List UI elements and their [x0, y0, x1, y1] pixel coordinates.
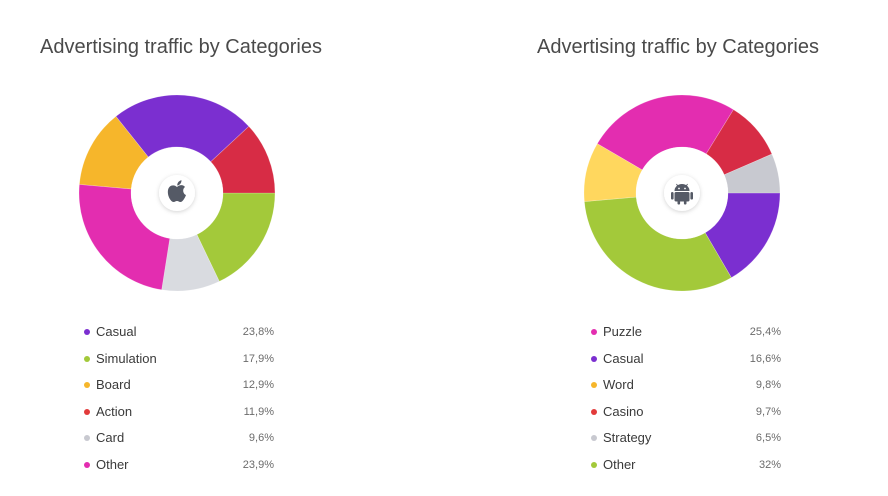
legend-label: Simulation [96, 350, 157, 366]
legend-value: 6,5% [755, 432, 781, 444]
donut-chart-ios [78, 94, 276, 292]
legend-dot [591, 461, 597, 468]
legend-value: 11,9% [243, 405, 274, 418]
legend-item-casino[interactable]: Casino 9,7% [587, 400, 787, 427]
legend-value: 23,9% [242, 458, 274, 471]
legend-label: Other [603, 456, 636, 472]
legend-label: Board [96, 377, 131, 392]
legend-item-simulation[interactable]: Simulation 17,9% [80, 347, 280, 374]
android-icon [671, 183, 693, 205]
legend-value: 12,9% [242, 379, 274, 391]
legend-label: Strategy [603, 430, 652, 445]
legend-value: 9,7% [755, 405, 781, 418]
legend-dot [84, 355, 90, 362]
apple-icon [167, 180, 186, 202]
legend-value: 25,4% [749, 326, 781, 338]
legend-item-board[interactable]: Board 12,9% [80, 373, 280, 400]
chart-panel-android: Advertising traffic by Categories Puzzle… [444, 0, 888, 496]
legend-dot [591, 382, 597, 388]
legend-item-action[interactable]: Action 11,9% [80, 400, 280, 427]
legend-value: 23,8% [242, 326, 274, 338]
legend-item-casual[interactable]: Casual 23,8% [80, 320, 280, 347]
legend-label: Action [96, 403, 133, 419]
legend-dot [84, 329, 90, 335]
legend-dot [84, 435, 90, 441]
legend-dot [591, 355, 597, 362]
legend-dot [84, 408, 90, 415]
legend-item-other[interactable]: Other 23,9% [80, 453, 280, 480]
chart-panel-ios: Advertising traffic by Categories Casual… [40, 36, 322, 479]
legend-dot [84, 382, 90, 388]
legend-item-word[interactable]: Word 9,8% [587, 373, 787, 400]
legend-dot [591, 435, 597, 441]
legend-item-puzzle[interactable]: Puzzle 25,4% [587, 320, 787, 347]
legend-dot [84, 461, 90, 468]
donut-chart-android [583, 94, 781, 292]
legend-label: Card [96, 430, 125, 445]
chart-title: Advertising traffic by Categories [40, 36, 322, 58]
legend-item-strategy[interactable]: Strategy 6,5% [587, 426, 787, 453]
legend-item-other[interactable]: Other 32% [587, 453, 787, 480]
legend-label: Other [96, 456, 129, 472]
legend-dot [591, 408, 597, 415]
legend-label: Word [603, 377, 634, 392]
chart-title: Advertising traffic by Categories [537, 36, 819, 58]
legend-value: 17,9% [242, 352, 274, 365]
legend-value: 9,8% [755, 379, 781, 391]
legend-label: Puzzle [603, 324, 643, 339]
legend-label: Casual [96, 324, 137, 339]
legend-dot [591, 329, 597, 335]
legend-value: 32% [758, 458, 781, 471]
legend-item-card[interactable]: Card 9,6% [80, 426, 280, 453]
legend-value: 9,6% [248, 432, 274, 444]
legend-ios: Casual 23,8% Simulation 17,9% Board 12,9% Acti… [80, 320, 280, 479]
legend-value: 16,6% [749, 352, 781, 365]
legend-android: Puzzle 25,4% Casual 16,6% Word 9,8% Casino 9,7%… [587, 320, 787, 479]
legend-label: Casino [603, 403, 644, 419]
legend-label: Casual [603, 350, 644, 366]
legend-item-casual[interactable]: Casual 16,6% [587, 347, 787, 374]
